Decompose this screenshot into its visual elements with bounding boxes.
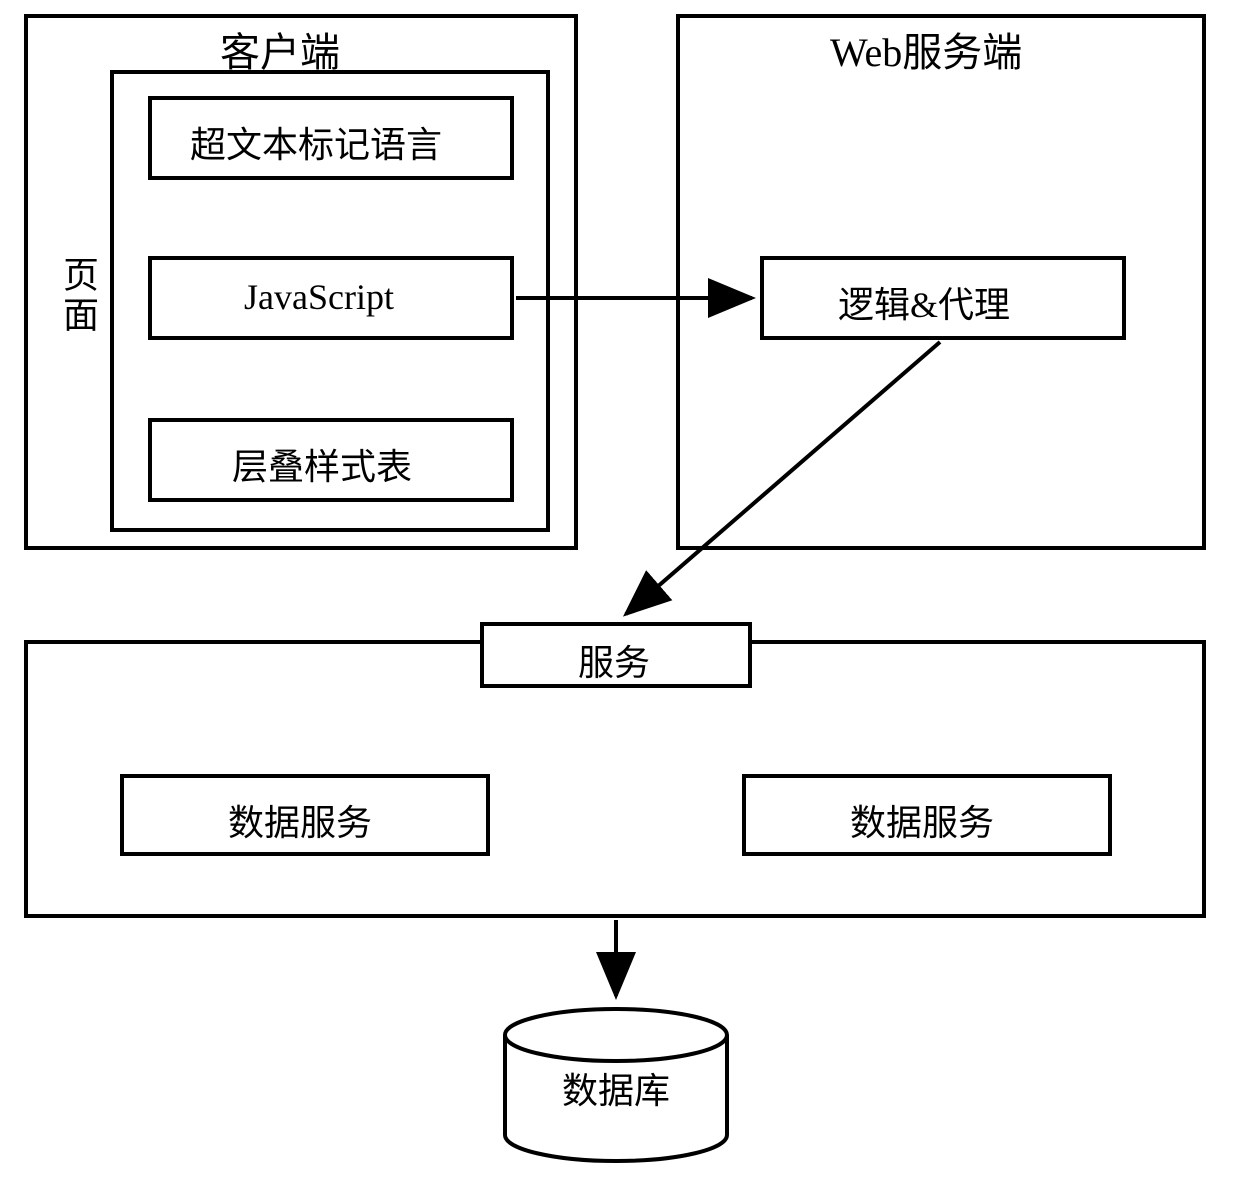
data-service-2-label: 数据服务 — [850, 794, 994, 846]
client-item-js-label: JavaScript — [244, 276, 394, 318]
logic-proxy-label: 逻辑&代理 — [838, 276, 1010, 328]
service-label: 服务 — [578, 634, 650, 686]
page-vertical-label: 页面 — [52, 256, 104, 336]
diagram-canvas: 客户端 页面 超文本标记语言 JavaScript 层叠样式表 Web服务端 逻… — [0, 0, 1240, 1192]
webserver-title: Web服务端 — [830, 20, 1022, 78]
client-item-css-label: 层叠样式表 — [232, 438, 412, 490]
client-item-html-label: 超文本标记语言 — [190, 116, 442, 168]
data-service-1-label: 数据服务 — [228, 794, 372, 846]
database-label: 数据库 — [562, 1062, 670, 1114]
